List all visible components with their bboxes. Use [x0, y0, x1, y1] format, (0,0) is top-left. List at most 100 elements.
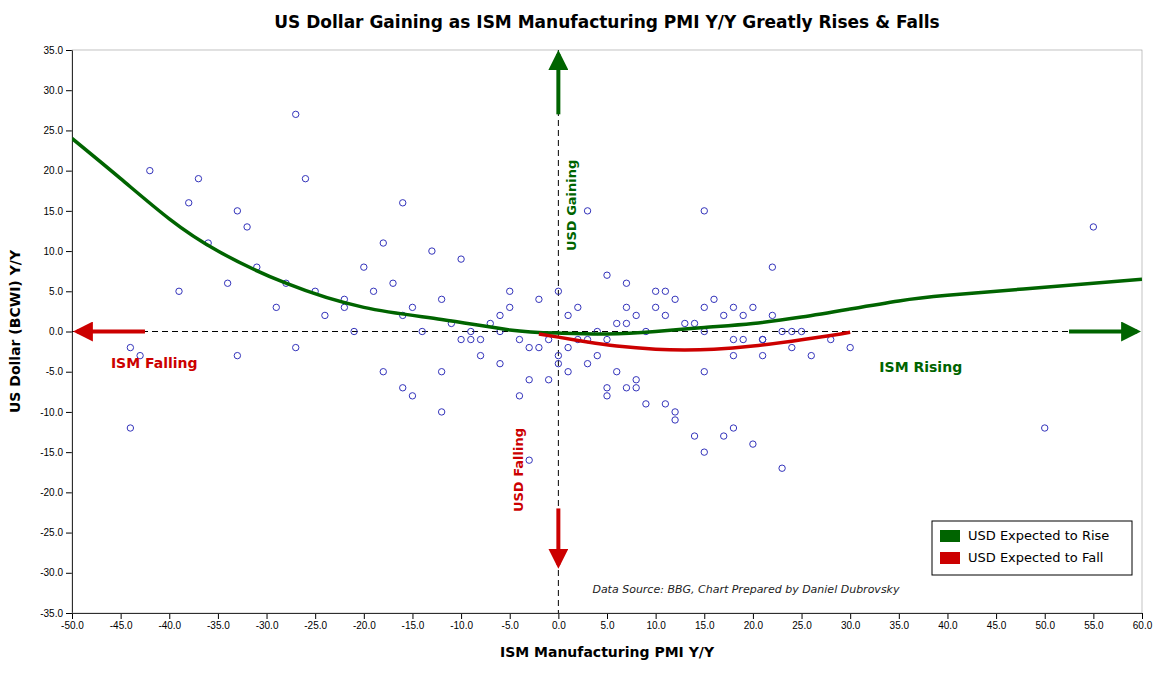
scatter-series — [127, 111, 1096, 471]
tick-mark — [656, 613, 657, 619]
scatter-point — [516, 336, 522, 342]
scatter-point — [429, 248, 435, 254]
tick-label: 20.0 — [44, 165, 64, 176]
tick-mark — [66, 130, 72, 131]
tick-label: -25.0 — [40, 527, 63, 538]
scatter-point — [526, 344, 532, 350]
tick: 5.0 — [601, 613, 615, 631]
tick-mark — [66, 251, 72, 252]
tick: 35.0 — [890, 613, 910, 631]
tick-label: 10.0 — [44, 246, 64, 257]
annotation: USD Gaining — [564, 160, 579, 251]
tick-label: 35.0 — [44, 45, 64, 56]
scatter-point — [798, 328, 804, 334]
scatter-point — [633, 385, 639, 391]
tick-label: -35.0 — [40, 608, 63, 619]
scatter-point — [623, 280, 629, 286]
scatter-point — [555, 360, 561, 366]
tick: 40.0 — [938, 613, 958, 631]
tick: 15.0 — [695, 613, 715, 631]
tick: -40.0 — [158, 613, 181, 631]
tick-mark — [66, 573, 72, 574]
tick-mark — [121, 613, 122, 619]
scatter-point — [682, 320, 688, 326]
tick-label: -15.0 — [402, 620, 425, 631]
tick: 10.0 — [44, 246, 72, 257]
scatter-point — [614, 320, 620, 326]
tick-mark — [461, 613, 462, 619]
scatter-point — [711, 296, 717, 302]
scatter-point — [1042, 425, 1048, 431]
tick-label: -10.0 — [450, 620, 473, 631]
tick-mark — [66, 452, 72, 453]
scatter-point — [302, 175, 308, 181]
scatter-point — [604, 385, 610, 391]
plot-area — [72, 50, 1142, 613]
scatter-point — [244, 224, 250, 230]
x-axis-title: ISM Manufacturing PMI Y/Y — [500, 644, 715, 660]
curve — [539, 332, 850, 350]
scatter-point — [779, 465, 785, 471]
scatter-point — [458, 256, 464, 262]
tick-mark — [66, 492, 72, 493]
scatter-point — [127, 344, 133, 350]
tick: -10.0 — [40, 407, 72, 418]
legend-item: USD Expected to Fall — [940, 550, 1103, 565]
scatter-point — [477, 352, 483, 358]
curve — [72, 138, 1142, 333]
tick-mark — [1142, 613, 1143, 619]
scatter-point — [361, 264, 367, 270]
legend-label: USD Expected to Fall — [968, 550, 1103, 565]
tick-mark — [66, 533, 72, 534]
scatter-point — [672, 417, 678, 423]
tick-label: 0.0 — [552, 620, 566, 631]
scatter-point — [195, 175, 201, 181]
scatter-point — [458, 336, 464, 342]
scatter-point — [604, 272, 610, 278]
scatter-point — [604, 393, 610, 399]
scatter-point — [1090, 224, 1096, 230]
tick-label: 55.0 — [1084, 620, 1104, 631]
scatter-point — [652, 288, 658, 294]
scatter-point — [691, 320, 697, 326]
scatter-point — [536, 296, 542, 302]
tick: -15.0 — [40, 447, 72, 458]
scatter-point — [409, 304, 415, 310]
scatter-point — [234, 208, 240, 214]
tick: -20.0 — [40, 487, 72, 498]
scatter-point — [273, 304, 279, 310]
tick-mark — [947, 613, 948, 619]
scatter-point — [691, 433, 697, 439]
tick-mark — [66, 90, 72, 91]
legend: USD Expected to RiseUSD Expected to Fall — [932, 521, 1132, 575]
tick-label: 0.0 — [49, 326, 63, 337]
tick-mark — [66, 412, 72, 413]
tick: 30.0 — [44, 85, 72, 96]
scatter-point — [497, 360, 503, 366]
scatter-point — [779, 328, 785, 334]
legend-box — [932, 521, 1132, 575]
legend-swatch — [940, 530, 960, 542]
legend-swatch — [940, 552, 960, 564]
scatter-point — [438, 296, 444, 302]
scatter-point — [400, 385, 406, 391]
tick: -35.0 — [207, 613, 230, 631]
tick: 50.0 — [1035, 613, 1055, 631]
tick: 35.0 — [44, 45, 72, 56]
tick-mark — [66, 372, 72, 373]
scatter-point — [769, 312, 775, 318]
reference-line — [72, 331, 1142, 332]
scatter-point — [623, 304, 629, 310]
tick: 30.0 — [841, 613, 861, 631]
tick-label: 20.0 — [744, 620, 764, 631]
tick-label: 10.0 — [646, 620, 666, 631]
tick: 60.0 — [1133, 613, 1153, 631]
tick: -45.0 — [110, 613, 133, 631]
scatter-point — [147, 167, 153, 173]
tick-mark — [412, 613, 413, 619]
tick-label: 15.0 — [44, 206, 64, 217]
tick: 20.0 — [44, 165, 72, 176]
scatter-point — [730, 352, 736, 358]
tick: -20.0 — [353, 613, 376, 631]
arrow — [556, 508, 560, 564]
